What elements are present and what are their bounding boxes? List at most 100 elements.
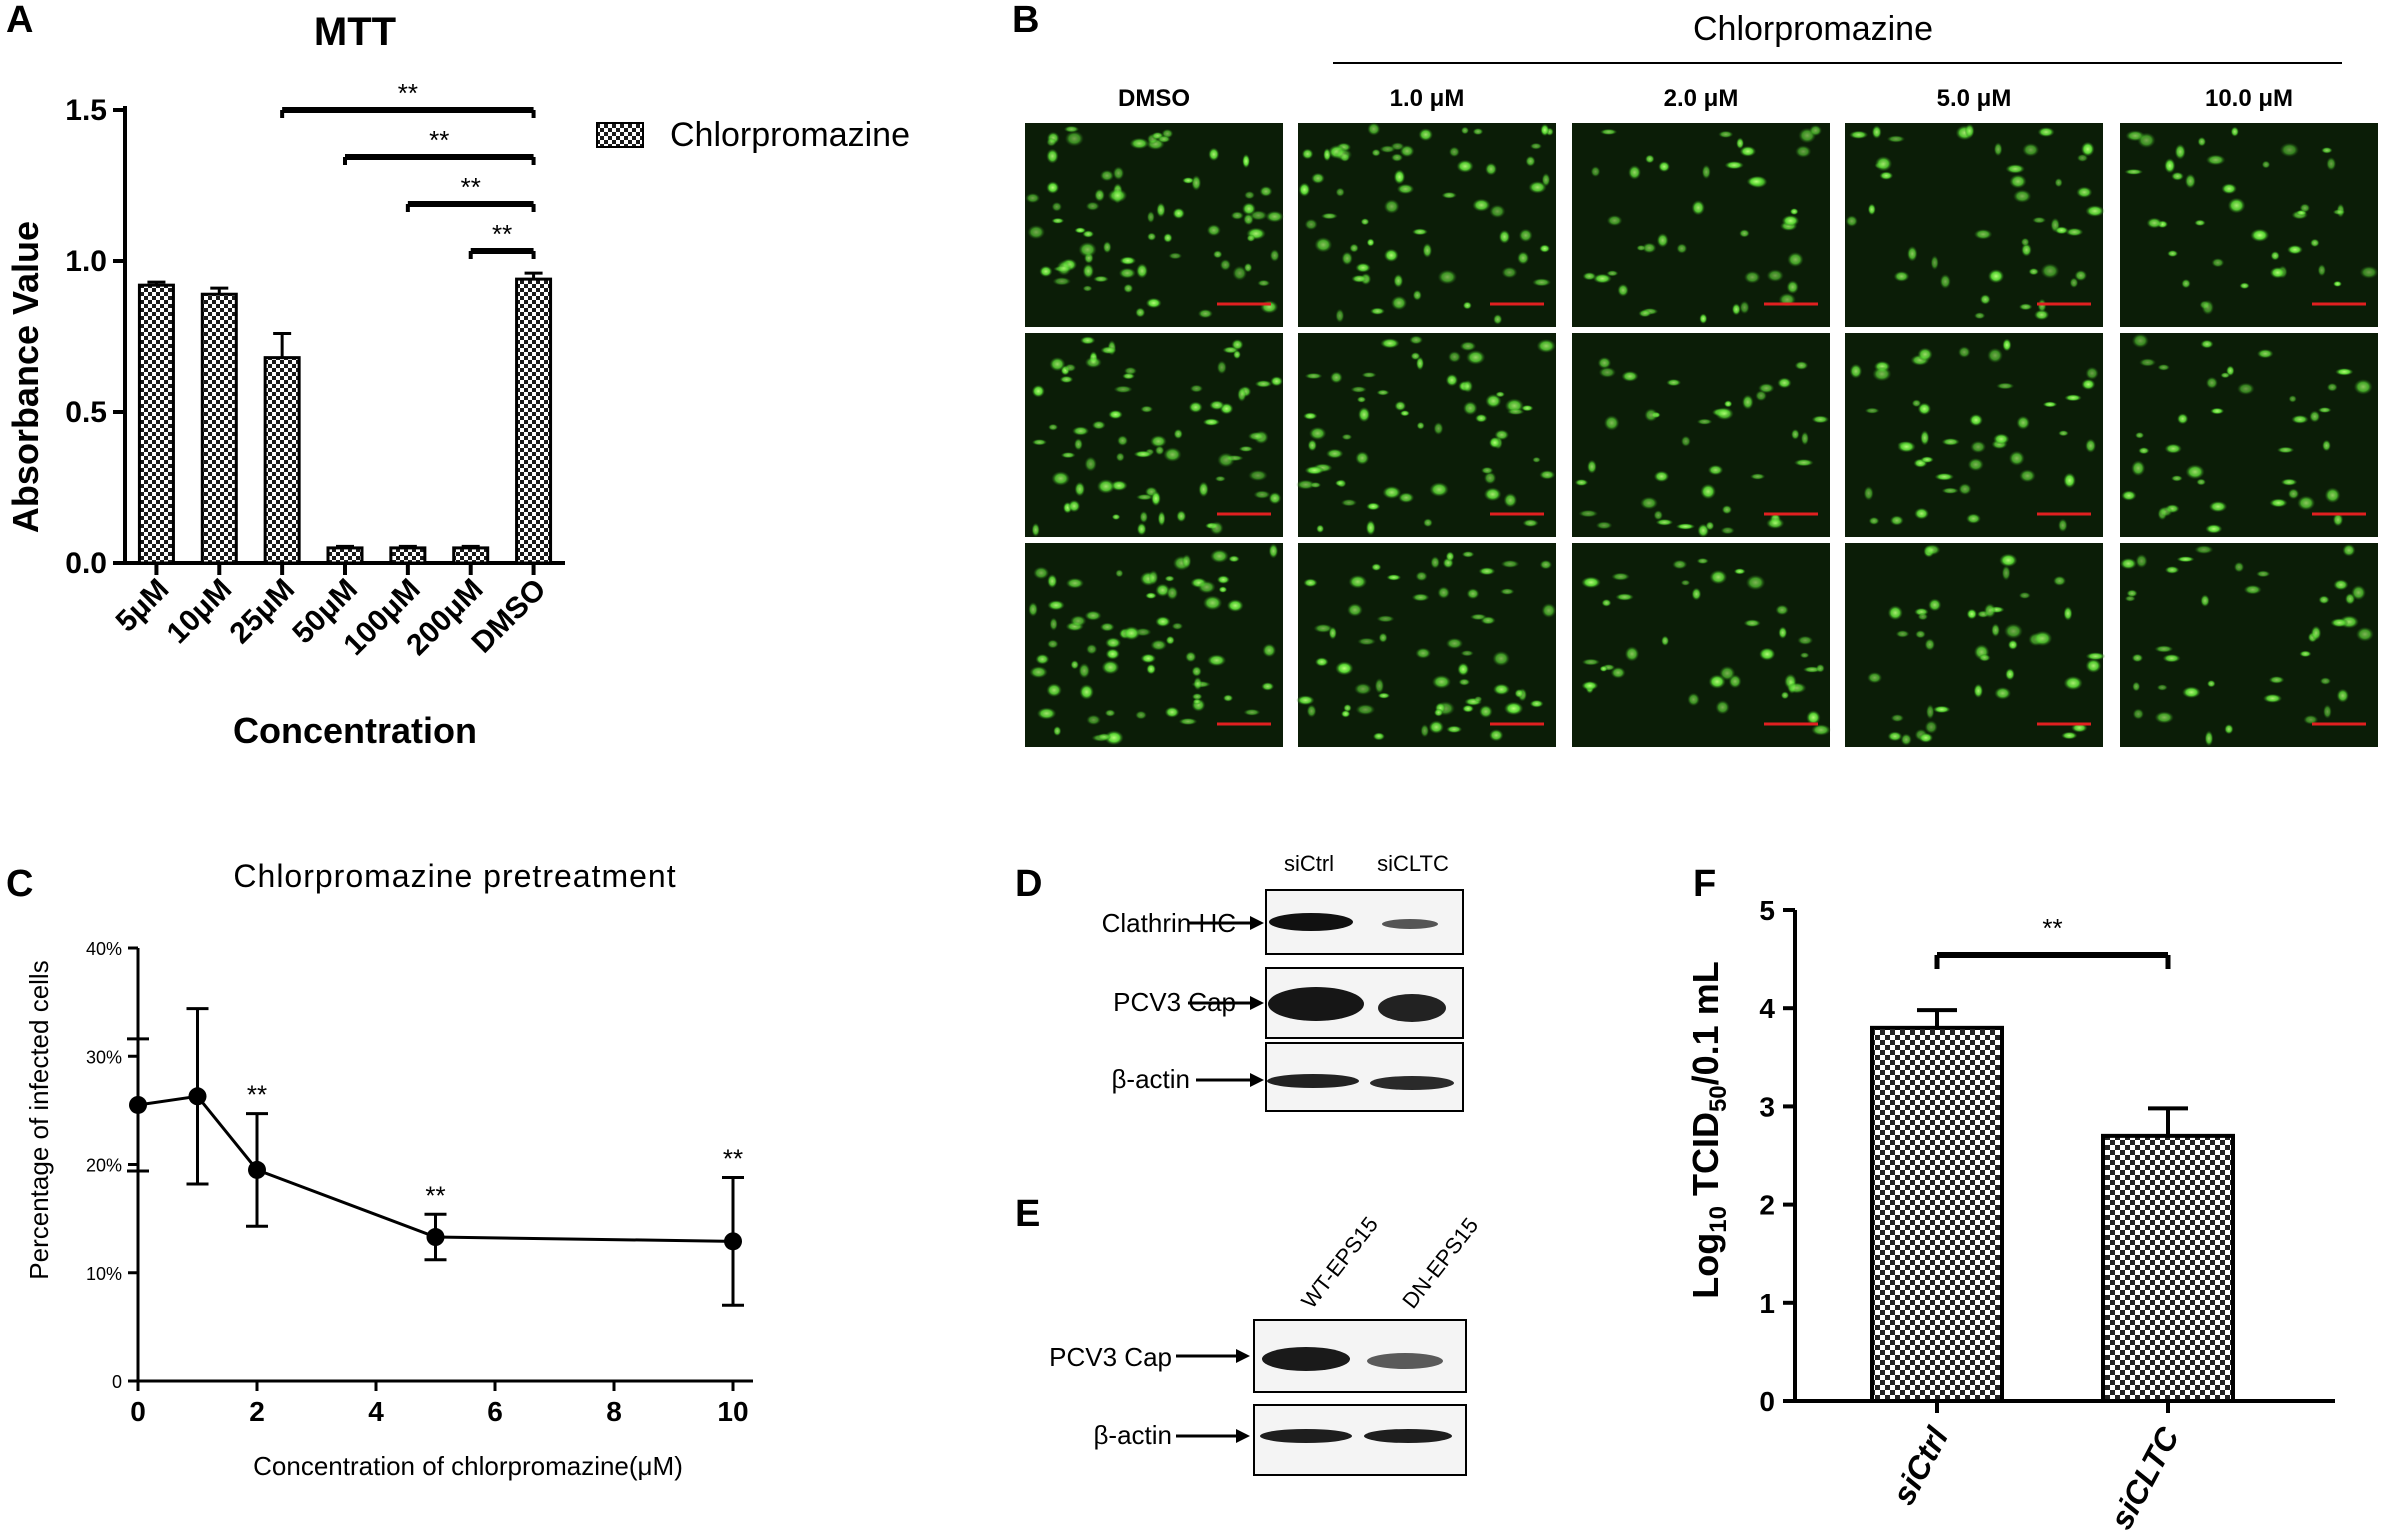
fluorescent-cell bbox=[1610, 666, 1626, 679]
fluorescent-cell bbox=[2287, 488, 2300, 500]
fluorescent-cell bbox=[1191, 665, 1202, 677]
fluorescent-cell bbox=[1518, 228, 1533, 243]
fluorescent-cell bbox=[1969, 413, 1984, 427]
fluorescent-cell bbox=[1355, 262, 1371, 273]
fluorescent-cell bbox=[2164, 443, 2183, 454]
fluorescent-cell bbox=[2157, 364, 2170, 371]
fluorescent-cell bbox=[1262, 643, 1277, 658]
fluorescent-cell bbox=[1306, 704, 1317, 718]
fluorescent-cell bbox=[2324, 487, 2341, 504]
x-tick-label: 4 bbox=[368, 1396, 384, 1427]
fluorescent-cell bbox=[1379, 145, 1396, 154]
fluorescent-cell bbox=[1096, 478, 1116, 494]
fluorescent-cell bbox=[2064, 394, 2082, 402]
fluorescent-cell bbox=[1409, 335, 1424, 345]
fluorescent-cell bbox=[1415, 356, 1425, 371]
band bbox=[1267, 1074, 1359, 1088]
fluorescent-cell bbox=[1787, 251, 1804, 268]
band-label: PCV3 Cap bbox=[1049, 1342, 1172, 1372]
fluorescent-cell bbox=[1154, 445, 1165, 456]
fluorescent-cell bbox=[1715, 700, 1730, 715]
fluorescent-cell bbox=[1811, 415, 1830, 424]
fluorescent-cell bbox=[1914, 507, 1930, 520]
fluorescent-cell bbox=[1157, 135, 1171, 143]
fluorescent-cell bbox=[1047, 574, 1058, 589]
fluorescent-cell bbox=[1118, 267, 1136, 279]
fluorescent-cell bbox=[1889, 515, 1904, 526]
bar bbox=[263, 356, 301, 565]
fluorescent-cell bbox=[2261, 160, 2271, 169]
fluorescent-cell bbox=[2037, 298, 2047, 313]
fluorescent-cell bbox=[1028, 601, 1039, 617]
x-tick-label: 0 bbox=[130, 1396, 146, 1427]
x-tick-label: 2 bbox=[249, 1396, 265, 1427]
y-tick-label: 0 bbox=[112, 1372, 122, 1392]
fluorescent-cell bbox=[1879, 171, 1894, 180]
bar bbox=[326, 546, 364, 565]
fluorescent-cell bbox=[1465, 350, 1486, 365]
fluorescent-cell bbox=[1046, 137, 1057, 147]
fluorescent-cell bbox=[1314, 237, 1333, 253]
fluorescent-cell bbox=[1581, 658, 1601, 666]
fluorescent-cell bbox=[1939, 273, 1951, 289]
fluorescent-cell bbox=[1115, 569, 1124, 578]
fluorescent-cell bbox=[2002, 338, 2012, 352]
fluorescent-cell bbox=[1157, 510, 1166, 527]
fluorescent-cell bbox=[2018, 591, 2031, 599]
fluorescent-cell bbox=[1135, 307, 1146, 318]
micrograph-background bbox=[1572, 543, 1830, 747]
line-ylabel: Percentage of infected cells bbox=[24, 960, 54, 1279]
fluorescent-cell bbox=[1493, 313, 1503, 325]
fluorescent-cell bbox=[1941, 487, 1959, 494]
fluorescent-cell bbox=[1687, 692, 1700, 707]
fluorescent-cell bbox=[1941, 437, 1960, 446]
fluorescent-cell bbox=[1581, 576, 1602, 589]
fluorescent-cell bbox=[1967, 457, 1984, 472]
western-blot-e: WT-EPS15 DN-EPS15 PCV3 Cap β-actin bbox=[1049, 1212, 1483, 1476]
significance-stars: ** bbox=[429, 125, 449, 155]
fluorescent-cell bbox=[1259, 185, 1273, 197]
fluorescent-cell bbox=[1636, 244, 1646, 252]
fluorescent-cell bbox=[1059, 375, 1074, 384]
bar bbox=[452, 546, 490, 565]
fluorescent-cell bbox=[1639, 496, 1659, 510]
fluorescent-cell bbox=[1447, 351, 1462, 363]
fluorescent-cell bbox=[2303, 714, 2319, 725]
fluorescent-cell bbox=[1133, 450, 1153, 458]
fluorescent-cell bbox=[1638, 309, 1652, 318]
fluorescent-cell bbox=[1303, 412, 1318, 420]
line-title: Chlorpromazine pretreatment bbox=[233, 858, 676, 894]
fluorescent-cell bbox=[2132, 708, 2145, 720]
fluorescent-cell bbox=[1209, 549, 1229, 564]
fluorescent-cell bbox=[1983, 603, 1996, 619]
panel-label-e: E bbox=[1015, 1193, 1040, 1235]
fluorescent-cell bbox=[1307, 439, 1318, 452]
fluorescent-cell bbox=[1539, 559, 1553, 570]
fluorescent-cell bbox=[2138, 358, 2157, 367]
data-point bbox=[248, 1160, 266, 1179]
fluorescent-cell bbox=[1123, 283, 1134, 294]
micrograph-background bbox=[1298, 543, 1556, 747]
fluorescent-cell bbox=[1478, 704, 1493, 719]
fluorescent-cell bbox=[1815, 663, 1825, 673]
fluorescent-cell bbox=[1244, 190, 1256, 200]
significance-stars: ** bbox=[2042, 913, 2062, 943]
tcid-axes: 0 1 2 3 4 5 siCtrl siCLTC bbox=[1759, 895, 2335, 1535]
fluorescent-cell bbox=[1653, 470, 1670, 483]
fluorescent-cell bbox=[1461, 551, 1475, 558]
data-point bbox=[426, 1228, 445, 1247]
fluorescent-cell bbox=[1460, 126, 1470, 135]
fluorescent-cell bbox=[2206, 679, 2216, 688]
fluorescent-cell bbox=[1874, 156, 1893, 172]
fluorescent-cell bbox=[1156, 202, 1166, 218]
y-tick-label: 4 bbox=[1759, 993, 1775, 1024]
fluorescent-cell bbox=[1433, 708, 1444, 717]
fluorescent-cell bbox=[2224, 723, 2234, 735]
significance-stars: ** bbox=[425, 1180, 445, 1210]
fluorescent-cell bbox=[1063, 125, 1080, 133]
fluorescent-cell bbox=[1462, 704, 1475, 713]
fluorescent-cell bbox=[1047, 600, 1065, 611]
fluorescent-cell bbox=[2154, 711, 2174, 724]
fluorescent-cell bbox=[1429, 482, 1449, 497]
fluorescent-cell bbox=[1516, 251, 1530, 265]
